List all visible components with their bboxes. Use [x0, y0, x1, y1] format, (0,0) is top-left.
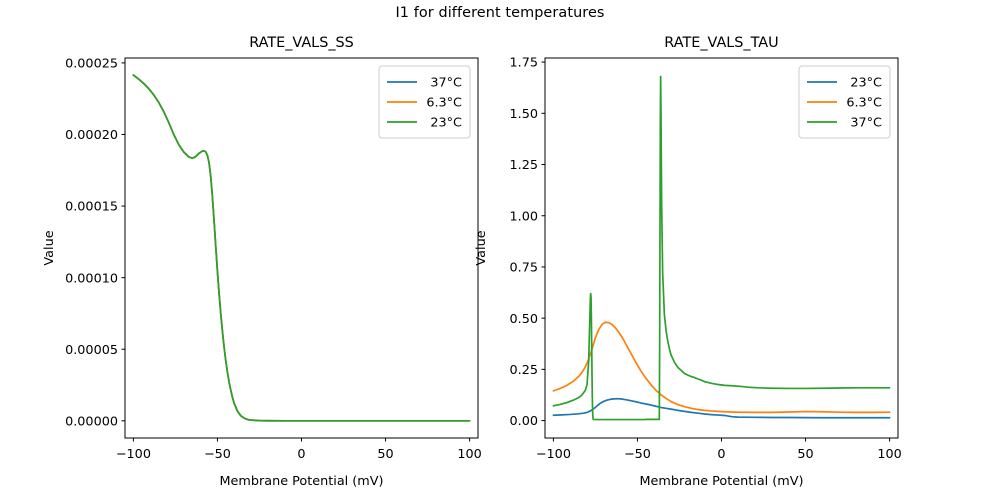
- axes-title: RATE_VALS_TAU: [664, 35, 778, 51]
- legend-box: [798, 65, 891, 139]
- y-tick-label: 0.00000: [65, 414, 118, 429]
- y-tick-label: 1.75: [510, 56, 539, 71]
- axes-rate_vals_ss: RATE_VALS_SS −100 −50 0 50 100 0.00000 0.00005 0…: [42, 35, 482, 489]
- y-tick-label: 1.00: [510, 209, 539, 224]
- x-tick-label: 50: [797, 447, 813, 462]
- y-tick-label: 0.00015: [65, 200, 118, 215]
- y-axis-label: Value: [474, 230, 489, 265]
- x-tick-label: 0: [297, 447, 305, 462]
- y-tick-label: 0.00005: [65, 343, 118, 358]
- x-tick-label: 100: [457, 447, 481, 462]
- legend-label: 6.3°C: [426, 96, 462, 111]
- x-tick-label: 100: [877, 447, 901, 462]
- legend-label: 37°C: [430, 76, 462, 91]
- legend-label: 6.3°C: [846, 96, 882, 111]
- y-tick-label: 1.50: [510, 107, 539, 122]
- x-axis-label: Membrane Potential (mV): [640, 474, 804, 489]
- y-tick-label: 0.00020: [65, 128, 118, 143]
- series-line: [132, 74, 471, 422]
- y-tick-label: 0.00010: [65, 271, 118, 286]
- y-tick-label: 0.00: [510, 414, 539, 429]
- y-tick-label: 0.25: [510, 363, 539, 378]
- x-tick-label: −100: [536, 447, 571, 462]
- data-lines: [552, 75, 891, 421]
- series-line: [552, 321, 891, 414]
- x-tick-label: 50: [377, 447, 393, 462]
- legend-label: 23°C: [850, 76, 882, 91]
- series-line: [552, 397, 891, 419]
- legend-label: 37°C: [850, 116, 882, 131]
- y-tick-label: 1.25: [510, 158, 539, 173]
- figure-suptitle: I1 for different temperatures: [395, 5, 605, 21]
- axes-title: RATE_VALS_SS: [249, 35, 354, 51]
- y-tick-label: 0.00025: [65, 56, 118, 71]
- legend-label: 23°C: [430, 116, 462, 131]
- y-tick-label: 0.50: [510, 312, 539, 327]
- data-lines: [132, 74, 471, 422]
- y-axis-label: Value: [42, 230, 57, 265]
- y-tick-label: 0.75: [510, 261, 539, 276]
- legend: 37°C 6.3°C 23°C: [378, 65, 471, 139]
- legend: 23°C 6.3°C 37°C: [798, 65, 891, 139]
- x-axis-label: Membrane Potential (mV): [220, 474, 384, 489]
- x-tick-label: −100: [116, 447, 151, 462]
- x-tick-label: −50: [204, 447, 231, 462]
- legend-box: [378, 65, 471, 139]
- x-tick-label: −50: [624, 447, 651, 462]
- axes-rate_vals_tau: RATE_VALS_TAU −100 −50 0 50 100 0.00 0.25 0.50 0.…: [474, 35, 902, 489]
- series-line: [552, 75, 891, 421]
- x-tick-label: 0: [717, 447, 725, 462]
